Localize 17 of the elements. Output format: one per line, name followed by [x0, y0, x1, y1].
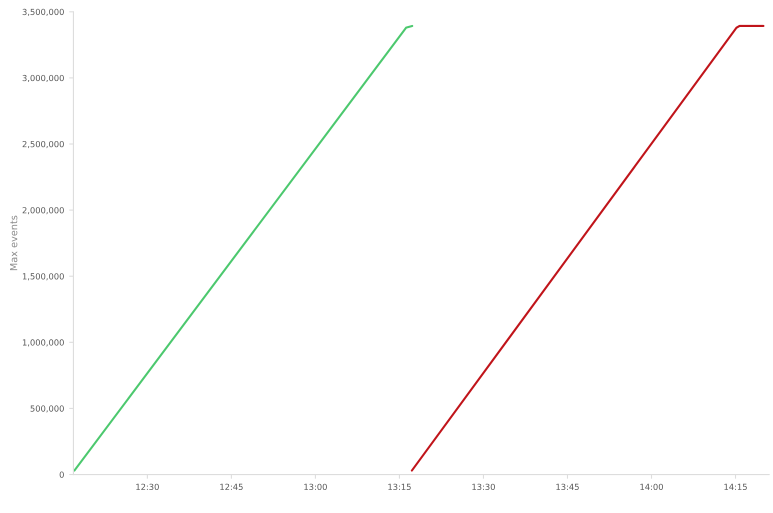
x-tick-label: 13:30: [472, 484, 495, 490]
y-tick-label: 1,000,000: [22, 339, 64, 346]
y-tick-label: 2,500,000: [22, 140, 64, 148]
x-tick-label: 12:45: [220, 484, 243, 490]
x-tick-label: 13:15: [388, 484, 411, 490]
y-tick-label: 0: [60, 472, 64, 478]
x-tick-label: 13:00: [304, 484, 327, 490]
x-tick-label: 12:30: [136, 484, 159, 490]
x-tick-label: 14:00: [640, 484, 663, 490]
y-tick-label: 2,000,000: [22, 207, 64, 214]
y-tick-label: 1,500,000: [22, 273, 64, 280]
y-axis-title: Max events: [10, 216, 18, 270]
x-tick-label: 13:45: [556, 484, 579, 490]
y-tick-label: 500,000: [30, 405, 64, 413]
y-tick-label: 3,000,000: [22, 74, 64, 82]
x-tick-label: 14:15: [724, 484, 747, 490]
y-tick-label: 3,500,000: [22, 8, 64, 16]
